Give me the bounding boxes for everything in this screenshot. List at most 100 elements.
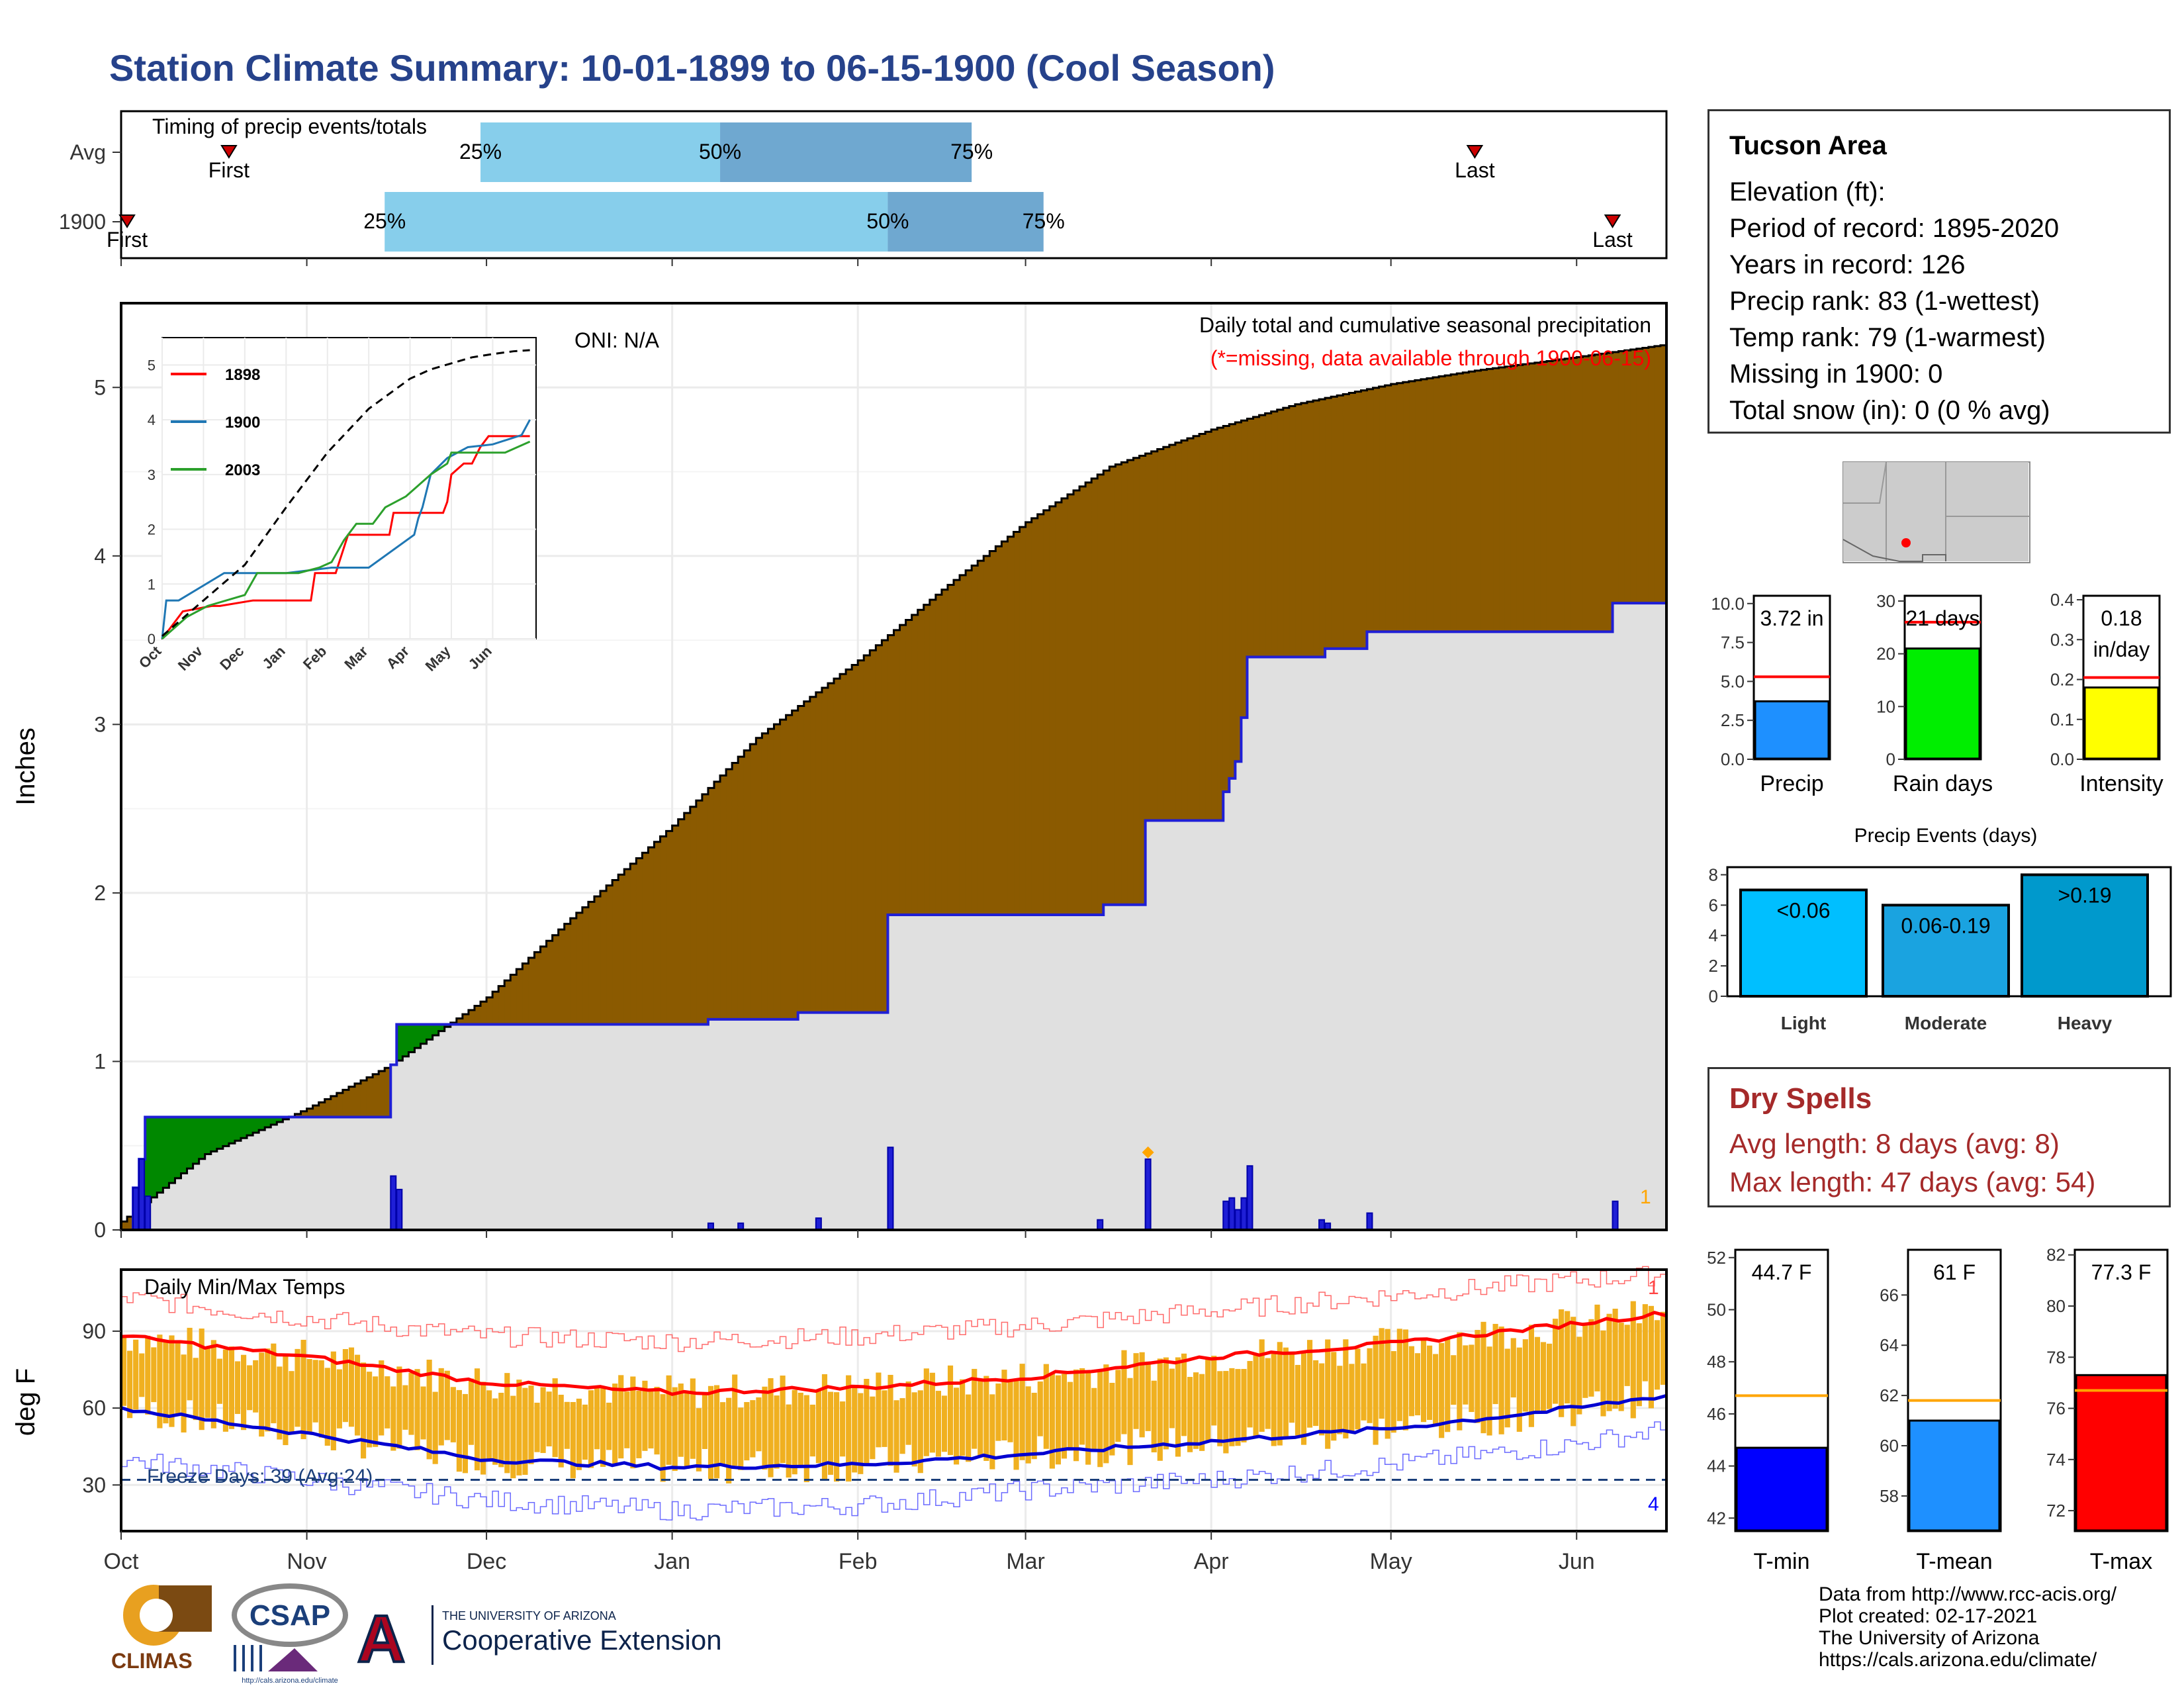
- precip-summary-y-tick-label: 0.4: [2050, 590, 2074, 610]
- daily-temp-bar: [1265, 1358, 1271, 1429]
- timing-title: Timing of precip events/totals: [152, 115, 427, 138]
- daily-temp-bar: [283, 1356, 289, 1446]
- daily-temp-bar: [271, 1343, 277, 1424]
- temp-summary-label: T-min: [1754, 1549, 1810, 1574]
- station-period: Period of record: 1895-2020: [1729, 214, 2060, 243]
- precip-summary-label: Intensity: [2079, 771, 2163, 796]
- precip-panel: 0 1 2 3 4 5 Daily total and cumulative season…: [11, 302, 1668, 1242]
- daily-temp-bar: [1606, 1313, 1612, 1411]
- temp-summary-y-tick-label: 46: [1707, 1404, 1726, 1424]
- daily-temp-bar: [1355, 1348, 1361, 1430]
- csap-url: http://cals.arizona.edu/climate: [242, 1677, 338, 1685]
- daily-temp-bar: [797, 1392, 803, 1466]
- daily-temp-bar: [1169, 1368, 1175, 1429]
- precip-summary-y-tick-label: 0: [1886, 749, 1895, 769]
- precip-summary-y-tick-label: 0.0: [2050, 749, 2074, 769]
- daily-temp-bar: [1300, 1353, 1307, 1445]
- daily-temp-bar: [1121, 1350, 1127, 1434]
- daily-temp-bar: [1109, 1382, 1115, 1456]
- quartile-label-75: 75%: [950, 140, 993, 164]
- daily-precip-bar: [390, 1175, 397, 1231]
- daily-temp-bar: [923, 1368, 929, 1456]
- daily-temp-bar: [792, 1389, 797, 1475]
- station-location-dot: [1901, 538, 1911, 547]
- precip-events-y-tick-label: 4: [1709, 925, 1718, 945]
- daily-temp-bar: [666, 1375, 672, 1465]
- daily-temp-bar: [420, 1386, 426, 1440]
- precip-events-bin-label: >0.19: [2058, 883, 2112, 907]
- daily-temp-bar: [534, 1403, 540, 1452]
- daily-temp-bar: [606, 1402, 612, 1450]
- ua-small-text: THE UNIVERSITY OF ARIZONA: [442, 1609, 616, 1622]
- quartile-label-50: 50%: [866, 209, 909, 233]
- daily-temp-bar: [786, 1404, 792, 1478]
- daily-temp-bar: [989, 1394, 995, 1470]
- logos: CLIMAS CSAP http://cals.arizona.edu/clim…: [111, 1583, 722, 1685]
- precip-summary-bars: 0.0 2.5 5.0 7.5 10.0 3.72 in Precip 0 10 20 30 21 d…: [1711, 590, 2163, 796]
- precip-summary-y-tick-label: 5.0: [1721, 671, 1745, 691]
- last-label: Last: [1455, 158, 1495, 182]
- daily-temp-bar: [157, 1335, 163, 1429]
- daily-temp-bar: [1510, 1338, 1516, 1398]
- daily-temp-bar: [1319, 1363, 1325, 1436]
- month-axis: Oct Nov Dec Jan Feb Mar Apr May Jun: [104, 1531, 1595, 1574]
- daily-temp-bar: [210, 1340, 216, 1429]
- timing-bars: 25% 50% 75% First Last Avg 25% 50% 75% First Last 1…: [59, 122, 1633, 266]
- temp-top-count: 1: [1648, 1277, 1659, 1299]
- daily-temp-bar: [690, 1378, 696, 1459]
- daily-temp-bar: [558, 1394, 564, 1468]
- daily-temp-bar: [588, 1390, 594, 1468]
- ua-logo: A THE UNIVERSITY OF ARIZONA Cooperative …: [356, 1601, 722, 1677]
- precip-events-bin-label: 0.06-0.19: [1901, 914, 1990, 937]
- ua-divider: [432, 1605, 433, 1665]
- daily-temp-bar: [827, 1391, 834, 1475]
- quartile-bar-low: [480, 122, 721, 182]
- precip-events-bar: [1882, 904, 2010, 998]
- daily-temp-bar: [1582, 1323, 1588, 1398]
- timing-row-label: Avg: [69, 140, 106, 164]
- daily-temp-bar: [702, 1393, 708, 1449]
- daily-temp-bar: [1414, 1353, 1421, 1416]
- daily-temp-bar: [133, 1339, 139, 1410]
- daily-temp-bar: [1079, 1368, 1085, 1445]
- precip-events-category-label: Heavy: [2058, 1013, 2113, 1033]
- daily-temp-bar: [199, 1328, 205, 1430]
- credit-plot-created: Plot created: 02-17-2021: [1819, 1605, 2038, 1627]
- daily-temp-bar: [636, 1391, 642, 1458]
- temp-y-tick-label: 60: [82, 1396, 106, 1420]
- daily-temp-bar: [1390, 1351, 1396, 1433]
- precip-summary-value-text: 3.72 in: [1760, 606, 1823, 630]
- temp-summary-label: T-mean: [1916, 1549, 1992, 1574]
- inset-y-tick-label: 1: [148, 576, 156, 592]
- daily-temp-bar: [1618, 1323, 1624, 1411]
- daily-precip-bar: [1234, 1209, 1242, 1231]
- daily-temp-bar: [522, 1387, 528, 1476]
- daily-temp-bar: [768, 1378, 774, 1477]
- climas-ring: [140, 1599, 173, 1632]
- precip-y-tick-label: 4: [94, 544, 106, 568]
- daily-temp-bar: [648, 1389, 654, 1449]
- dry-spells-title: Dry Spells: [1729, 1082, 1872, 1115]
- daily-temp-bar: [1175, 1357, 1181, 1457]
- credit-url: https://cals.arizona.edu/climate/: [1819, 1649, 2097, 1671]
- daily-temp-bar: [1277, 1342, 1283, 1446]
- daily-temp-bar: [852, 1386, 858, 1473]
- daily-temp-bar: [983, 1376, 989, 1461]
- daily-temp-bar: [1127, 1378, 1133, 1466]
- daily-temp-bar: [390, 1386, 396, 1451]
- temp-bottom-count: 4: [1648, 1493, 1659, 1515]
- daily-temp-bar: [402, 1385, 408, 1430]
- inset-legend-label: 1898: [225, 366, 260, 384]
- daily-temp-bar: [624, 1391, 630, 1448]
- daily-temp-bar: [253, 1360, 259, 1413]
- daily-temp-bar: [222, 1349, 229, 1432]
- daily-temp-bar: [1469, 1344, 1475, 1413]
- daily-temp-bar: [821, 1374, 828, 1479]
- map-land: [1843, 462, 2028, 561]
- record-low-line: [121, 1421, 1667, 1521]
- quartile-label-50: 50%: [699, 140, 741, 164]
- daily-temp-bar: [941, 1395, 948, 1452]
- first-marker: [118, 214, 136, 228]
- daily-temp-bar: [1600, 1330, 1606, 1417]
